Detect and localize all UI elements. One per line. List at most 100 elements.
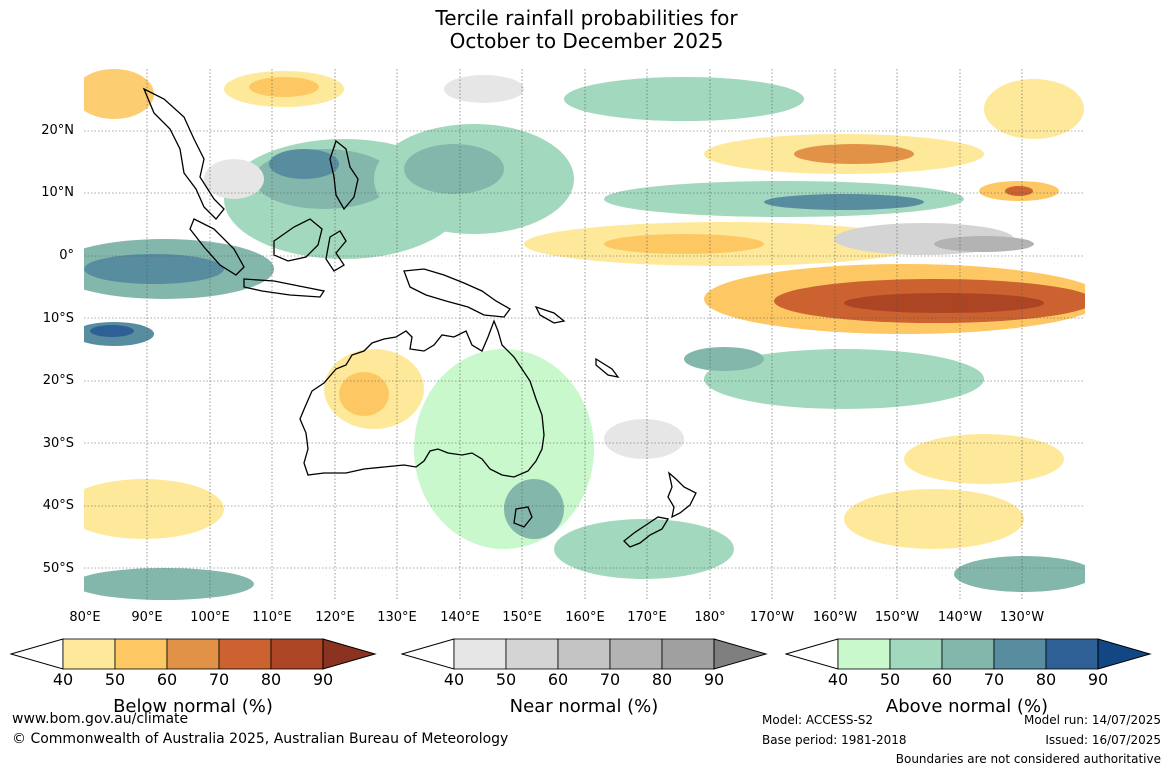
issued-date: Issued: 16/07/2025 (1045, 733, 1161, 747)
colorbar-segment (1045, 638, 1099, 670)
below-normal-tick: 80 (260, 670, 282, 689)
above-normal-tick: 40 (827, 670, 849, 689)
near-normal-title: Near normal (%) (509, 696, 659, 717)
lat-label-20s: 20°S (42, 373, 74, 388)
above-normal-patch (404, 144, 504, 194)
lon-label-110e: 110°E (252, 610, 292, 625)
copyright-notice: © Commonwealth of Australia 2025, Austra… (12, 731, 509, 747)
lat-label-10s: 10°S (42, 311, 74, 326)
above-normal-tick: 80 (1035, 670, 1057, 689)
below-normal-patch (904, 434, 1064, 484)
lon-label-170e: 170°E (627, 610, 667, 625)
lat-label-20n: 20°N (41, 123, 74, 138)
se-asia-coastline (142, 87, 225, 220)
lon-label-180: 180° (694, 610, 726, 625)
colorbar-extend-low (785, 638, 839, 670)
lon-label-140w: 140°W (937, 610, 983, 625)
new-zealand-north-coastline (667, 471, 697, 519)
colorbar-segment (661, 638, 715, 670)
map-title-line-2: October to December 2025 (449, 29, 724, 53)
lon-label-90e: 90°E (131, 610, 163, 625)
lat-label-10n: 10°N (41, 185, 74, 200)
colorbar-segment (557, 638, 611, 670)
solomon-islands-coastline (534, 305, 566, 324)
colorbar-extend-high (1097, 638, 1152, 670)
above-normal-patch (954, 556, 1085, 592)
above-normal-patch (269, 149, 339, 179)
colorbar-segment (505, 638, 559, 670)
lat-label-50s: 50°S (42, 561, 74, 576)
lon-label-160e: 160°E (565, 610, 605, 625)
colorbar-segment (889, 638, 943, 670)
near-normal-patch (604, 419, 684, 459)
new-zealand-south-coastline (623, 516, 670, 548)
below-normal-patch (249, 77, 319, 97)
map-title-line-1: Tercile rainfall probabilities for (435, 6, 738, 30)
philippines-coastline (329, 139, 359, 211)
near-normal-tick: 80 (651, 670, 673, 689)
below-normal-tick: 40 (52, 670, 74, 689)
below-normal-patch (604, 234, 764, 254)
coastlines (142, 87, 697, 548)
below-normal-title: Below normal (%) (113, 696, 273, 717)
near-normal-tick: 40 (443, 670, 465, 689)
near-normal-patch (934, 236, 1034, 252)
model-name: Model: ACCESS-S2 (762, 713, 874, 727)
above-normal-title: Above normal (%) (885, 696, 1049, 717)
below-normal-patch (844, 489, 1024, 549)
near-normal-tick: 70 (599, 670, 621, 689)
above-normal-patch (684, 347, 764, 371)
colorbar-segment (166, 638, 220, 670)
boundaries-disclaimer: Boundaries are not considered authoritat… (895, 752, 1161, 766)
below-normal-patch (984, 79, 1084, 139)
near-normal-tick: 60 (547, 670, 569, 689)
above-normal-tick: 70 (983, 670, 1005, 689)
near-normal-colorbar (401, 638, 768, 670)
below-normal-tick: 60 (156, 670, 178, 689)
rainfall-probability-map (84, 69, 1085, 600)
colorbar-segment (609, 638, 663, 670)
website-link[interactable]: www.bom.gov.au/climate (12, 711, 189, 727)
colorbar-segment (837, 638, 891, 670)
australia-coastline (299, 319, 545, 478)
lon-label-100e: 100°E (190, 610, 230, 625)
colorbar-segment (453, 638, 507, 670)
below-normal-patch (84, 479, 224, 539)
above-normal-tick: 60 (931, 670, 953, 689)
below-normal-patch (844, 293, 1044, 313)
above-normal-patch (84, 568, 254, 600)
map-canvas (84, 69, 1085, 600)
lon-label-140e: 140°E (440, 610, 480, 625)
colorbar-extend-high (322, 638, 377, 670)
lon-label-130e: 130°E (377, 610, 417, 625)
colorbar-segment (218, 638, 272, 670)
above-normal-patch (504, 479, 564, 539)
sumatra-coastline (189, 218, 245, 276)
sulawesi-coastline (325, 230, 347, 272)
below-normal-patch (794, 144, 914, 164)
above-normal-patch (564, 77, 804, 121)
new-guinea-coastline (403, 268, 511, 318)
map-gridlines (84, 69, 1085, 600)
probability-patches (84, 69, 1085, 600)
lon-label-120e: 120°E (315, 610, 355, 625)
colorbar-segment (62, 638, 116, 670)
colorbar-segment (993, 638, 1047, 670)
lon-label-80e: 80°E (69, 610, 101, 625)
model-run-date: Model run: 14/07/2025 (1023, 713, 1161, 727)
above-normal-patch (704, 349, 984, 409)
colorbar-segment (270, 638, 324, 670)
colorbar-extend-low (10, 638, 64, 670)
colorbar-segment (941, 638, 995, 670)
below-normal-patch (339, 372, 389, 416)
colorbar-extend-high (713, 638, 768, 670)
below-normal-patch (84, 69, 154, 119)
below-normal-colorbar (10, 638, 377, 670)
lon-label-150w: 150°W (874, 610, 920, 625)
above-normal-colorbar (785, 638, 1152, 670)
lon-label-160w: 160°W (812, 610, 858, 625)
above-normal-tick: 90 (1087, 670, 1109, 689)
near-normal-tick: 50 (495, 670, 517, 689)
above-normal-tick: 50 (879, 670, 901, 689)
below-normal-patch (1005, 186, 1033, 196)
